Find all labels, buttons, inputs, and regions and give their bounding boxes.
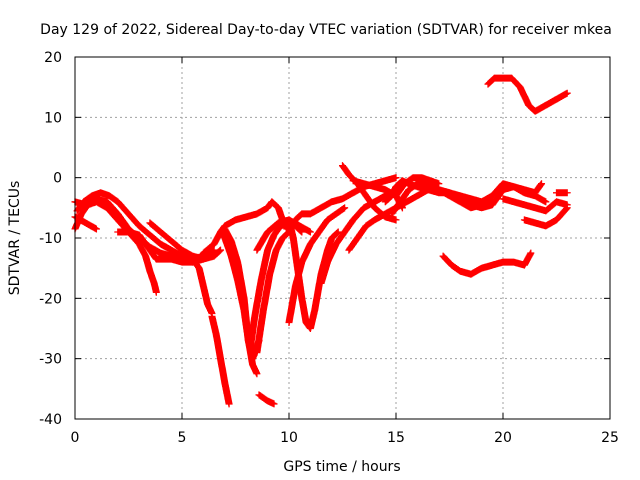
series-arc-26 xyxy=(439,249,535,278)
series-markers xyxy=(484,74,571,115)
series-arc-29 xyxy=(520,204,571,230)
series-arc-6 xyxy=(146,219,225,263)
series-arc-2 xyxy=(73,189,207,263)
series-arc-28 xyxy=(499,195,571,215)
y-tick-label: -30 xyxy=(39,352,62,368)
series-markers xyxy=(73,189,207,263)
series-arc-5 xyxy=(114,228,197,266)
x-tick-label: 25 xyxy=(601,430,619,446)
series-markers xyxy=(253,228,293,357)
x-tick-label: 20 xyxy=(494,430,512,446)
grid xyxy=(75,57,610,419)
series-arc-30 xyxy=(553,189,571,197)
series-markers xyxy=(189,255,216,317)
series-markers xyxy=(114,228,197,266)
series-arc-17 xyxy=(285,204,349,326)
series-markers xyxy=(285,216,342,332)
series-arc-15 xyxy=(255,391,278,408)
series-markers xyxy=(255,391,278,408)
series-markers xyxy=(499,195,571,215)
series-arc-24 xyxy=(388,180,496,218)
x-tick-label: 5 xyxy=(178,430,187,446)
series-markers xyxy=(553,189,571,197)
series-arc-25 xyxy=(392,174,443,200)
axis-ticks: 0 5 10 15 20 25 -40 -30 -20 -10 0 10 20 xyxy=(39,50,619,446)
series-markers xyxy=(392,174,443,200)
series-arc-9 xyxy=(208,312,233,408)
y-tick-label: 10 xyxy=(44,110,62,126)
x-tick-label: 0 xyxy=(71,430,80,446)
series-arc-27 xyxy=(484,74,571,115)
series-markers xyxy=(388,180,496,218)
series-markers xyxy=(146,219,225,263)
series-markers xyxy=(285,204,349,326)
series-arc-7 xyxy=(189,255,216,317)
series-arc-16 xyxy=(285,216,342,332)
series-markers xyxy=(208,312,233,408)
y-tick-label: 0 xyxy=(53,171,62,187)
chart-title: Day 129 of 2022, Sidereal Day-to-day VTE… xyxy=(40,22,612,38)
x-tick-label: 15 xyxy=(387,430,405,446)
y-axis-label: SDTVAR / TECUs xyxy=(7,181,23,296)
y-tick-label: 20 xyxy=(44,50,62,66)
series-markers xyxy=(520,204,571,230)
series-markers xyxy=(439,249,535,278)
y-tick-label: -20 xyxy=(39,291,62,307)
x-axis-label: GPS time / hours xyxy=(283,459,400,475)
plot-marks xyxy=(71,74,571,408)
y-tick-label: -10 xyxy=(39,231,62,247)
series-arc-13 xyxy=(253,228,293,357)
x-tick-label: 10 xyxy=(280,430,298,446)
y-tick-label: -40 xyxy=(39,412,62,428)
